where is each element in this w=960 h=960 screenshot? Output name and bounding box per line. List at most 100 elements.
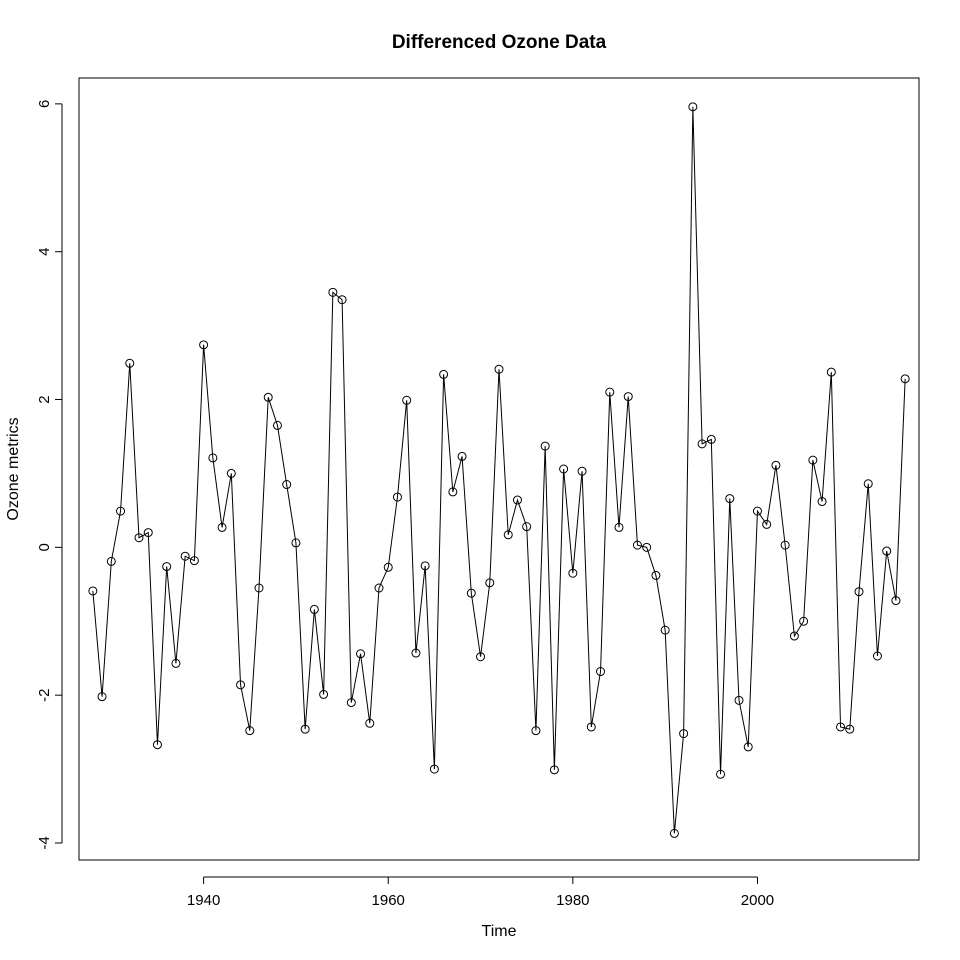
data-point xyxy=(817,497,827,507)
data-point xyxy=(808,455,818,465)
data-point xyxy=(780,540,790,550)
data-point xyxy=(771,460,781,470)
data-point xyxy=(88,586,98,596)
data-point xyxy=(245,726,255,736)
data-point xyxy=(152,740,162,750)
data-point xyxy=(291,538,301,548)
data-point xyxy=(420,561,430,571)
data-point xyxy=(891,596,901,606)
data-point xyxy=(282,480,292,490)
data-point xyxy=(688,102,698,112)
data-point xyxy=(679,729,689,739)
data-point xyxy=(106,556,116,566)
data-point xyxy=(226,468,236,478)
x-axis: 1940 1960 1980 2000 xyxy=(187,876,774,909)
data-point xyxy=(882,546,892,556)
series-line xyxy=(92,106,906,834)
plot-frame xyxy=(78,77,920,861)
data-point xyxy=(439,369,449,379)
data-point xyxy=(660,625,670,635)
data-point xyxy=(854,587,864,597)
data-point xyxy=(826,367,836,377)
data-point xyxy=(374,583,384,593)
y-axis-label: Ozone metrics xyxy=(5,417,22,520)
data-point xyxy=(236,680,246,690)
y-tick-label: 2 xyxy=(36,395,53,403)
data-point xyxy=(872,651,882,661)
y-tick-label: -4 xyxy=(36,836,53,849)
data-point xyxy=(309,604,319,614)
data-point xyxy=(900,374,910,384)
data-point xyxy=(485,578,495,588)
data-point xyxy=(614,522,624,532)
data-point xyxy=(596,667,606,677)
data-point xyxy=(605,387,615,397)
data-point xyxy=(116,506,126,516)
data-point xyxy=(199,340,209,350)
data-point xyxy=(143,528,153,538)
chart-title: Differenced Ozone Data xyxy=(392,32,607,53)
data-point xyxy=(752,506,762,516)
x-tick-label: 2000 xyxy=(741,892,774,909)
data-point xyxy=(319,689,329,699)
data-point xyxy=(217,522,227,532)
y-axis: -4 -2 0 2 4 6 xyxy=(36,100,63,850)
data-point xyxy=(836,722,846,732)
data-point xyxy=(134,533,144,543)
data-point xyxy=(180,551,190,561)
data-point xyxy=(706,434,716,444)
data-point xyxy=(863,479,873,489)
ozone-series xyxy=(88,102,910,838)
data-point xyxy=(540,441,550,451)
data-point xyxy=(171,658,181,668)
data-point xyxy=(189,556,199,566)
x-tick-label: 1980 xyxy=(556,892,589,909)
data-point xyxy=(383,562,393,572)
data-point xyxy=(845,724,855,734)
y-tick-label: 4 xyxy=(36,248,53,256)
data-point xyxy=(272,420,282,430)
data-point xyxy=(632,540,642,550)
data-point xyxy=(365,718,375,728)
data-point xyxy=(402,395,412,405)
data-point xyxy=(669,828,679,838)
data-point xyxy=(208,453,218,463)
data-point xyxy=(328,287,338,297)
data-point xyxy=(346,698,356,708)
data-point xyxy=(651,570,661,580)
data-point xyxy=(476,652,486,662)
data-point xyxy=(263,392,273,402)
data-point xyxy=(789,631,799,641)
x-tick-label: 1940 xyxy=(187,892,220,909)
data-point xyxy=(697,439,707,449)
data-point xyxy=(162,562,172,572)
data-point xyxy=(125,358,135,368)
data-point xyxy=(586,722,596,732)
data-point xyxy=(392,492,402,502)
data-point xyxy=(466,588,476,598)
data-point xyxy=(254,583,264,593)
data-point xyxy=(97,692,107,702)
y-tick-label: -2 xyxy=(36,689,53,702)
data-point xyxy=(743,742,753,752)
data-point xyxy=(531,726,541,736)
data-point xyxy=(494,364,504,374)
data-point xyxy=(522,522,532,532)
data-point xyxy=(577,466,587,476)
data-point xyxy=(300,724,310,734)
y-tick-label: 6 xyxy=(36,100,53,108)
data-point xyxy=(503,530,513,540)
data-point xyxy=(411,648,421,658)
data-point xyxy=(559,464,569,474)
y-tick-label: 0 xyxy=(36,543,53,551)
data-point xyxy=(512,495,522,505)
data-point xyxy=(725,494,735,504)
data-point xyxy=(734,695,744,705)
data-point xyxy=(429,764,439,774)
data-point xyxy=(568,568,578,578)
data-point xyxy=(457,451,467,461)
data-point xyxy=(356,649,366,659)
data-point xyxy=(337,295,347,305)
data-point xyxy=(549,765,559,775)
